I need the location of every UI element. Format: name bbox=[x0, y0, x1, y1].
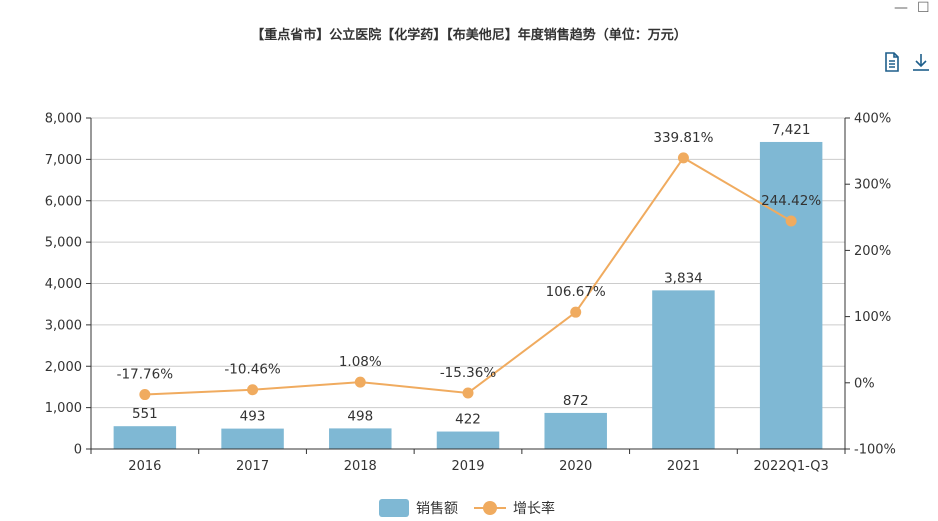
line-point bbox=[354, 376, 366, 388]
legend-label-line: 增长率 bbox=[513, 500, 555, 517]
line-value-label: -17.76% bbox=[117, 367, 174, 383]
y-left-tick-label: 8,000 bbox=[45, 112, 82, 127]
line-point bbox=[570, 306, 582, 318]
line-value-label: 244.42% bbox=[761, 193, 821, 209]
grid-lines bbox=[91, 117, 845, 409]
y-left-tick-label: 4,000 bbox=[45, 277, 82, 292]
x-tick-label: 2017 bbox=[236, 459, 269, 474]
y-right-tick-label: 200% bbox=[854, 244, 891, 259]
legend-swatch-point bbox=[483, 501, 497, 515]
data-labels: 551 493 498 422 872 3,834 7,421 -17.76% -10.46% 1… bbox=[117, 122, 822, 428]
bar-value-label: 422 bbox=[455, 412, 481, 428]
y-right-tick-label: 100% bbox=[854, 310, 891, 325]
bar-value-label: 3,834 bbox=[664, 270, 703, 286]
line-point bbox=[247, 384, 259, 396]
bar bbox=[652, 290, 715, 449]
x-tick-label: 2020 bbox=[559, 459, 592, 474]
bar bbox=[759, 141, 823, 450]
y-left-tick-label: 3,000 bbox=[45, 318, 82, 333]
line-point bbox=[785, 215, 797, 227]
line-point bbox=[139, 389, 151, 401]
bar bbox=[221, 428, 284, 449]
y-left-tick-label: 2,000 bbox=[45, 360, 82, 375]
download-icon[interactable] bbox=[911, 52, 931, 76]
y-left-tick-label: 5,000 bbox=[45, 236, 82, 251]
x-tick-label: 2021 bbox=[667, 459, 700, 474]
chart-title: 【重点省市】公立医院【化学药】【布美他尼】年度销售趋势（单位：万元） bbox=[251, 28, 687, 43]
legend: 销售额 增长率 bbox=[379, 499, 555, 517]
bar-value-label: 551 bbox=[132, 406, 158, 422]
line-value-label: -15.36% bbox=[440, 365, 497, 381]
bar bbox=[436, 431, 500, 449]
legend-swatch-bar bbox=[379, 499, 409, 517]
y-right-tick-label: 0% bbox=[854, 376, 875, 391]
y-right-tick-label: -100% bbox=[854, 443, 896, 458]
line-series bbox=[139, 152, 797, 401]
line-point bbox=[677, 152, 689, 164]
y-left-tick-label: 1,000 bbox=[45, 401, 82, 416]
bar-series bbox=[113, 141, 823, 450]
y-right-tick-label: 300% bbox=[854, 178, 891, 193]
line-value-label: -10.46% bbox=[224, 362, 281, 378]
bar-value-label: 498 bbox=[347, 408, 373, 424]
axes: 0 1,000 2,000 3,000 4,000 5,000 6,000 7,000 8,00… bbox=[45, 112, 896, 475]
bar bbox=[329, 428, 392, 449]
line-value-label: 106.67% bbox=[546, 284, 606, 300]
bar bbox=[113, 426, 177, 449]
maximize-icon[interactable]: ☐ bbox=[917, 0, 930, 16]
y-left-tick-label: 6,000 bbox=[45, 194, 82, 209]
bar-value-label: 872 bbox=[563, 393, 589, 409]
x-tick-label: 2019 bbox=[451, 459, 484, 474]
y-left-tick-label: 0 bbox=[74, 443, 82, 458]
line-value-label: 1.08% bbox=[339, 354, 382, 370]
x-tick-label: 2016 bbox=[128, 459, 161, 474]
bar-value-label: 493 bbox=[240, 409, 266, 425]
minimize-icon[interactable]: — bbox=[894, 0, 908, 16]
line-point bbox=[462, 387, 474, 399]
bar-value-label: 7,421 bbox=[772, 122, 811, 138]
y-right-tick-label: 400% bbox=[854, 112, 891, 127]
x-tick-label: 2022Q1-Q3 bbox=[754, 459, 829, 474]
x-tick-label: 2018 bbox=[344, 459, 377, 474]
document-icon[interactable] bbox=[884, 52, 900, 76]
legend-label-bar: 销售额 bbox=[416, 501, 458, 517]
y-left-tick-label: 7,000 bbox=[45, 153, 82, 168]
bar bbox=[544, 412, 607, 449]
line-value-label: 339.81% bbox=[653, 130, 713, 146]
